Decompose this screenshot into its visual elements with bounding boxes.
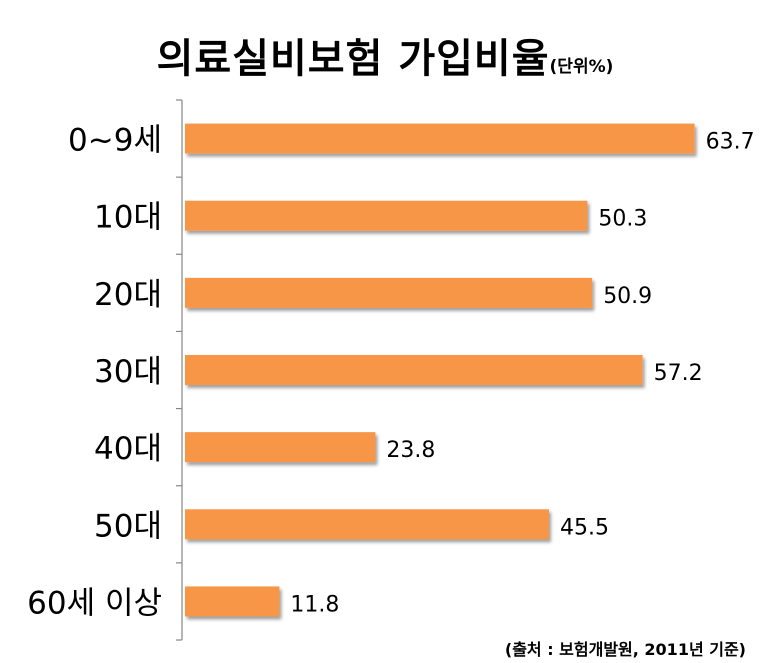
chart-title: 의료실비보험 가입비율(단위%) [0, 26, 770, 84]
bar [185, 200, 588, 231]
data-label: 45.5 [560, 515, 609, 540]
data-label: 50.9 [603, 284, 652, 309]
data-label: 63.7 [706, 130, 755, 155]
category-label: 20대 [94, 277, 162, 313]
bar [185, 509, 549, 540]
unit-label: (단위%) [549, 57, 614, 77]
data-label: 50.3 [598, 207, 647, 232]
bars [185, 123, 695, 617]
category-label: 0~9세 [68, 123, 162, 159]
category-label: 30대 [94, 354, 162, 390]
bar [185, 355, 643, 385]
bar [185, 432, 376, 463]
source-note: (출처 : 보험개발원, 2011년 기준) [504, 640, 746, 659]
category-label: 50대 [94, 508, 162, 544]
labels: 0~9세 63.7 10대 50.3 20대 50.9 30대 57.2 40대 23.8 50대 4… [27, 123, 754, 622]
category-label: 10대 [94, 200, 162, 236]
category-label: 40대 [94, 431, 162, 467]
bar [185, 123, 695, 154]
data-label: 11.8 [290, 592, 339, 617]
bar [185, 277, 593, 308]
chart-title-text: 의료실비보험 가입비율 [156, 36, 550, 82]
y-axis [176, 99, 183, 641]
data-label: 23.8 [386, 438, 435, 463]
bar [185, 586, 280, 617]
data-label: 57.2 [654, 361, 703, 386]
category-label: 60세 이상 [27, 585, 162, 621]
